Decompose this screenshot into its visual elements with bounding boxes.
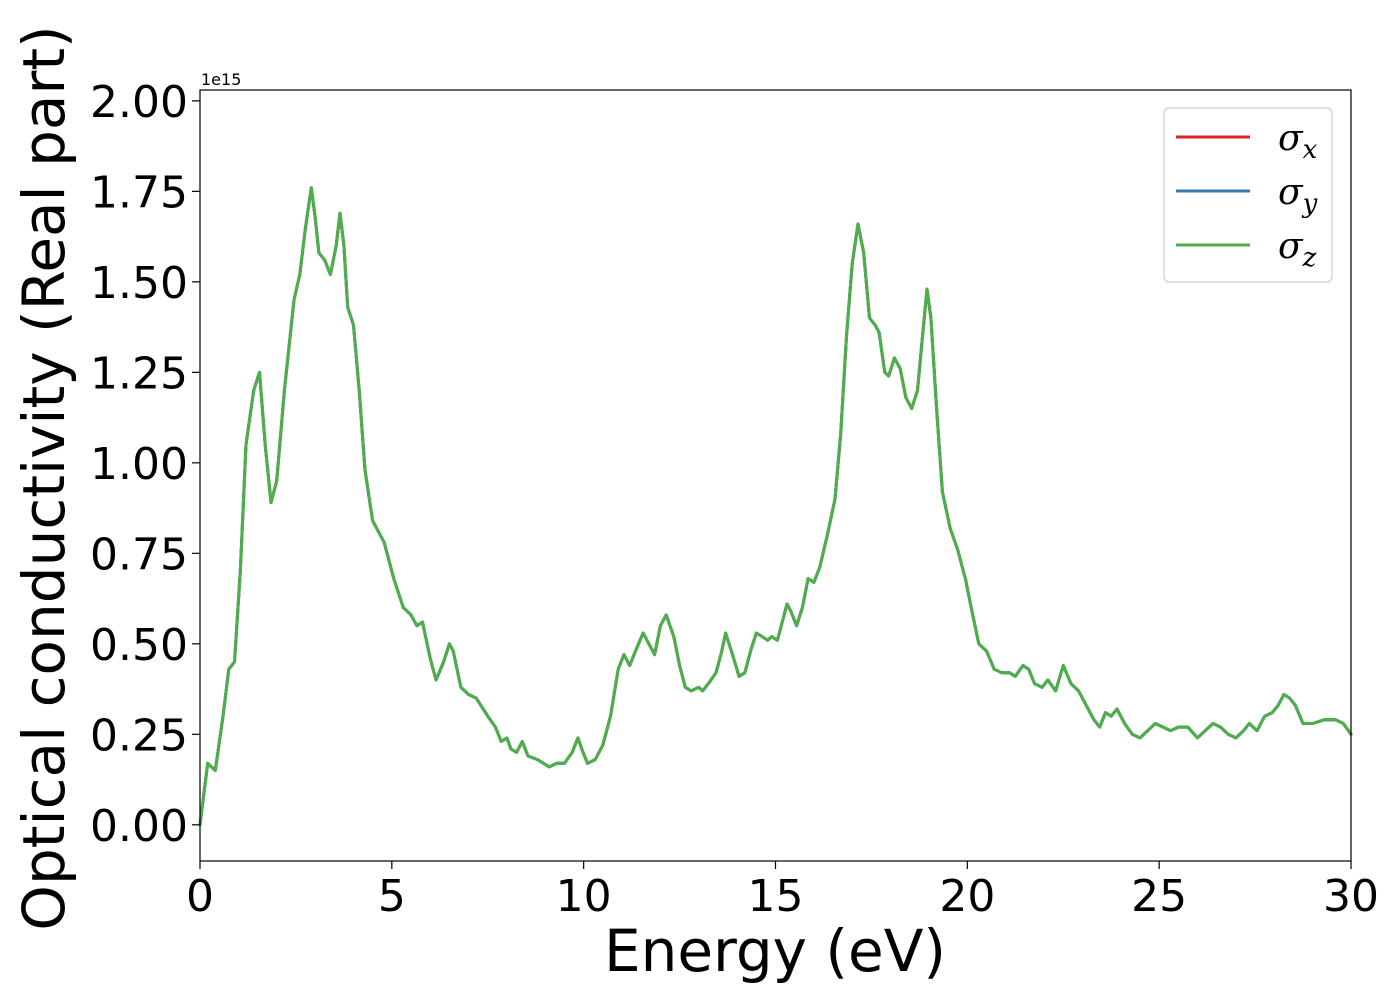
y-tick-label: 0.75 bbox=[90, 529, 188, 580]
series-line-x bbox=[198, 186, 1353, 827]
y-tick-label: 2.00 bbox=[90, 77, 188, 128]
y-axis-label: Optical conductivity (Real part) bbox=[10, 25, 78, 930]
x-tick-label: 20 bbox=[939, 871, 995, 922]
series-line-z bbox=[198, 186, 1353, 827]
legend: σx σy σz bbox=[1163, 107, 1333, 283]
x-axis-ticks: 0 5 10 15 20 25 30 bbox=[186, 861, 1379, 922]
y-tick-label: 0.00 bbox=[90, 801, 188, 852]
legend-label-y: σy bbox=[1278, 172, 1318, 219]
x-tick-label: 10 bbox=[556, 871, 612, 922]
y-tick-label: 1.50 bbox=[90, 258, 188, 309]
series-layer bbox=[198, 186, 1353, 827]
x-tick-label: 25 bbox=[1131, 871, 1187, 922]
legend-entries: σx σy σz bbox=[1176, 118, 1318, 273]
y-tick-label: 1.75 bbox=[90, 167, 188, 218]
y-tick-label: 1.00 bbox=[90, 439, 188, 490]
x-tick-label: 0 bbox=[186, 871, 214, 922]
series-line-y bbox=[198, 186, 1353, 827]
y-axis-ticks: 0.00 0.25 0.50 0.75 1.00 1.25 1.50 1.75 2.00 bbox=[90, 77, 200, 852]
legend-label-z: σz bbox=[1278, 226, 1317, 273]
legend-label-x: σx bbox=[1278, 118, 1318, 165]
x-tick-label: 15 bbox=[748, 871, 804, 922]
x-tick-label: 30 bbox=[1323, 871, 1379, 922]
x-axis-label: Energy (eV) bbox=[604, 917, 946, 985]
x-tick-label: 5 bbox=[378, 871, 406, 922]
y-tick-label: 0.25 bbox=[90, 710, 188, 761]
legend-frame bbox=[1163, 107, 1333, 283]
y-tick-label: 1.25 bbox=[90, 348, 188, 399]
y-offset-text: 1e15 bbox=[201, 70, 241, 89]
y-tick-label: 0.50 bbox=[90, 620, 188, 671]
